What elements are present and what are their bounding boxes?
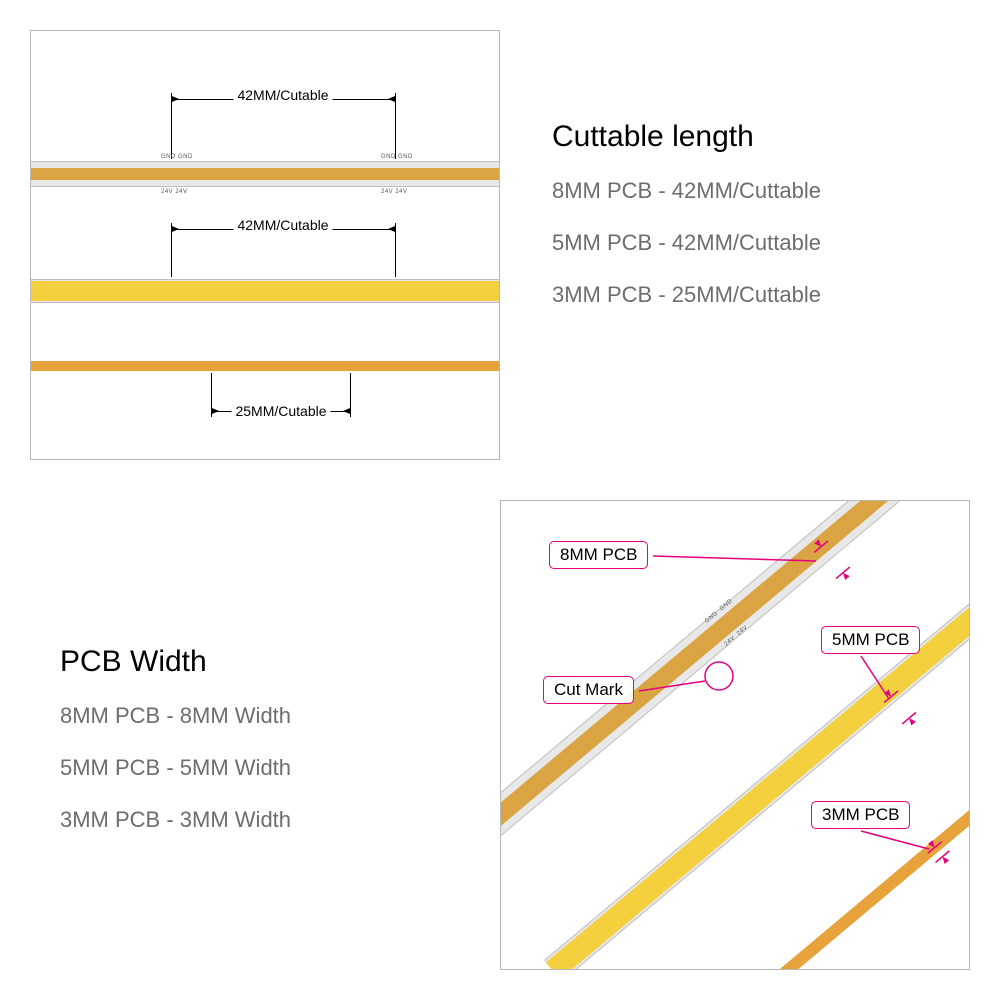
cuttable-spec-line: 8MM PCB - 42MM/Cuttable	[552, 178, 821, 204]
pcb-label-gnd: GND GND	[161, 154, 193, 160]
strip-3mm	[31, 361, 499, 371]
strip-8mm: GND GND GND GND 24V 24V 24V 24V	[31, 161, 499, 187]
pcb-label-24v: 24V 24V	[381, 189, 408, 195]
pcb-width-spec-line: 3MM PCB - 3MM Width	[60, 807, 291, 833]
pcb-width-diagram-panel: GND GND 24V 24V	[500, 500, 970, 970]
diag-strip-3mm	[634, 641, 969, 969]
pcb-label-gnd: GND GND	[381, 154, 413, 160]
dim-label-5mm: 42MM/Cutable	[233, 217, 332, 233]
dim-label-3mm: 25MM/Cutable	[231, 403, 330, 419]
callout-8mm-pcb: 8MM PCB	[549, 541, 648, 569]
dim-label-8mm: 42MM/Cutable	[233, 87, 332, 103]
callout-3mm-pcb: 3MM PCB	[811, 801, 910, 829]
pcb-width-spec-line: 5MM PCB - 5MM Width	[60, 755, 291, 781]
callout-5mm-pcb: 5MM PCB	[821, 626, 920, 654]
pcb-width-spec-line: 8MM PCB - 8MM Width	[60, 703, 291, 729]
pcb-label-24v: 24V 24V	[161, 189, 188, 195]
cuttable-spec-line: 3MM PCB - 25MM/Cuttable	[552, 282, 821, 308]
cuttable-heading: Cuttable length	[552, 120, 821, 154]
pcb-width-text-block: PCB Width 8MM PCB - 8MM Width 5MM PCB - …	[60, 645, 291, 859]
cuttable-diagram-panel: 42MM/Cutable GND GND GND GND 24V 24V 24V…	[30, 30, 500, 460]
strip-5mm	[31, 279, 499, 303]
callout-cut-mark: Cut Mark	[543, 676, 634, 704]
pcb-width-heading: PCB Width	[60, 645, 291, 679]
cuttable-spec-line: 5MM PCB - 42MM/Cuttable	[552, 230, 821, 256]
cuttable-text-block: Cuttable length 8MM PCB - 42MM/Cuttable …	[552, 120, 821, 334]
